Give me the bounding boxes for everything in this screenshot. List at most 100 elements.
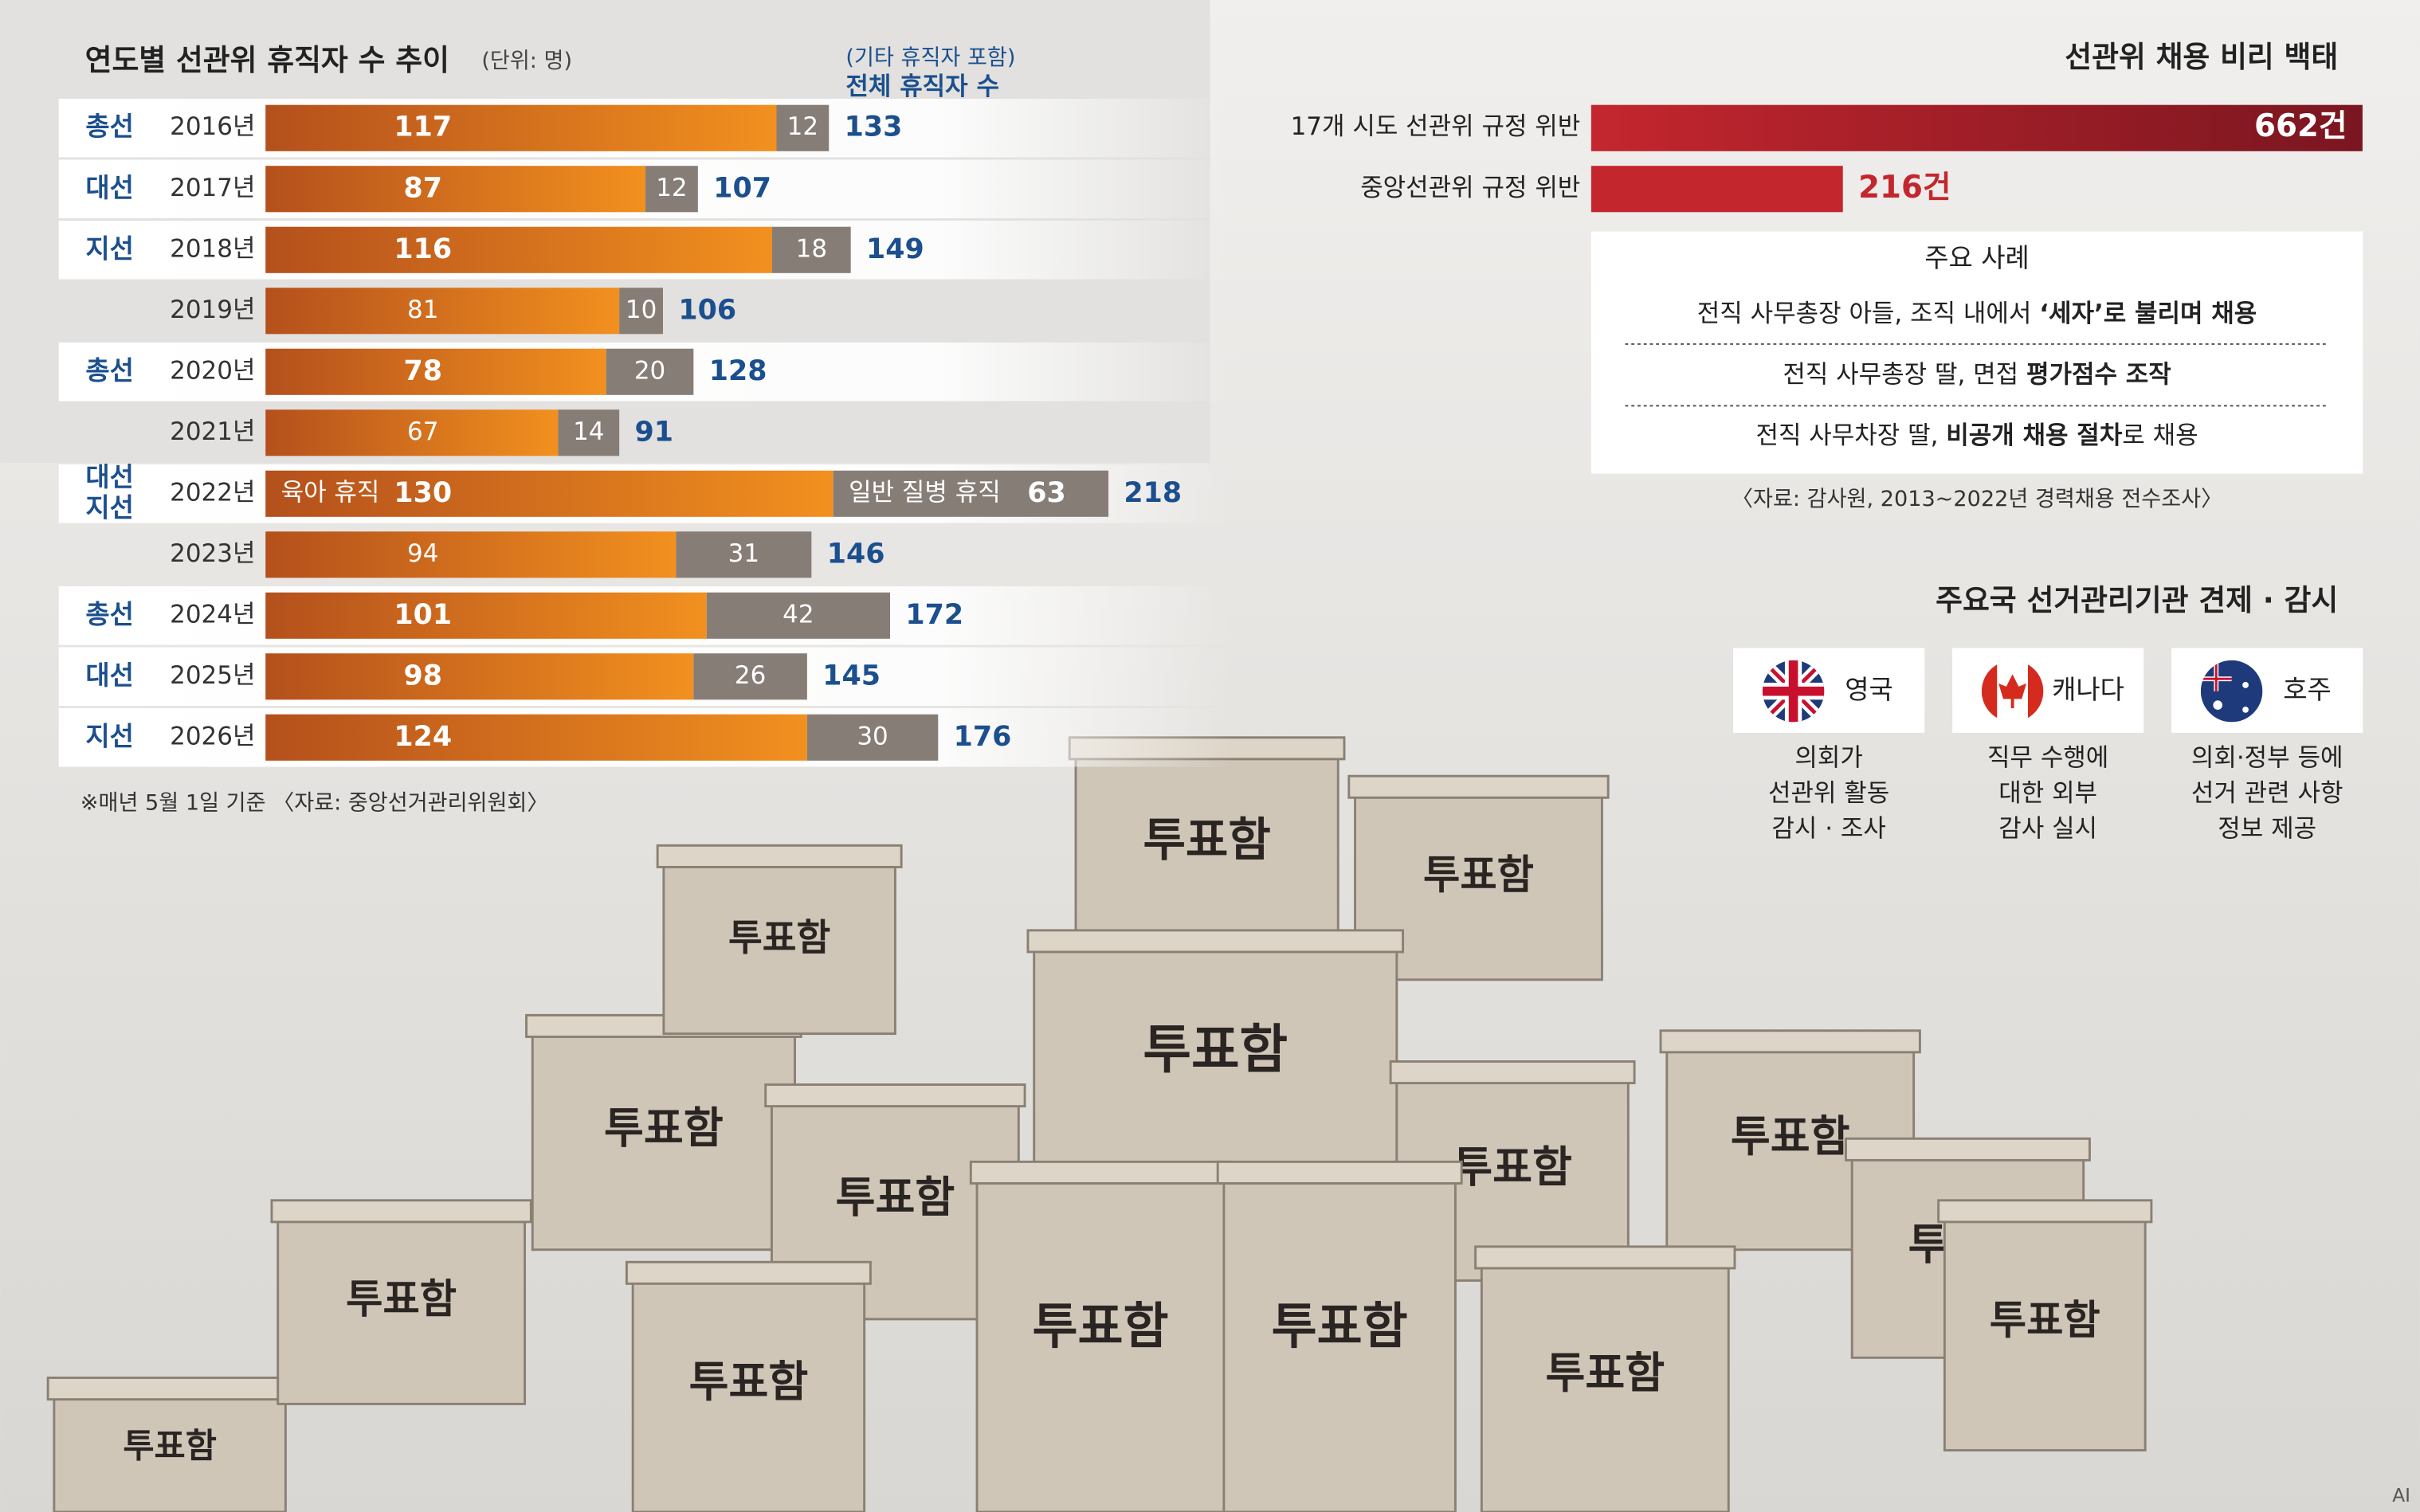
chart-title: 선관위 채용 비리 백태 [2065,40,2338,74]
country-desc: 직무 수행에 [1987,743,2108,772]
ballot-box-lid [656,844,903,868]
category-label: 17개 시도 선관위 규정 위반 [1291,112,1581,141]
ballot-box-lid [1937,1199,2153,1224]
country-name: 캐나다 [2052,674,2124,705]
value-label: 12 [787,112,818,141]
value-label: 94 [407,539,438,568]
ballot-box [1074,754,1339,950]
country-card [1733,648,1925,733]
case-item: 전직 사무총장 아들, 조직 내에서 ‘세자’로 불리며 채용 [1697,300,2257,328]
year-label: 2017년 [170,174,255,202]
hiring-chart: 선관위 채용 비리 백태 주요 사례 〈자료: 감사원, 2013~2022년 … [1291,40,2363,511]
legend-label: 일반 질병 휴직 [849,478,1001,507]
bar-segment [706,592,890,639]
total-label: 218 [1124,477,1182,509]
flag-leaf [1998,674,2027,708]
total-label: 149 [866,233,924,265]
year-label: 2016년 [170,112,255,141]
bar-segment [265,531,677,578]
value-label: 116 [394,233,452,265]
election-label: 지선 [85,720,134,751]
value-label: 662건 [2254,108,2347,144]
flag-field [2200,660,2263,723]
bar-segment [558,409,620,456]
bar [1590,104,2363,151]
year-label: 2022년 [170,478,255,507]
country-desc: 정보 제공 [2218,814,2316,843]
ballot-box-lid [1389,1060,1636,1085]
ballot-box-lid [764,1083,1026,1108]
ballot-box [531,1032,796,1252]
ballot-box [1480,1263,1730,1512]
country-desc: 의회가 [1794,743,1862,772]
bar-segment [265,409,559,456]
total-label: 146 [827,538,885,570]
country-name: 영국 [1845,674,1893,705]
bar-segment [776,104,830,151]
chart-subtitle: (단위: 명) [481,49,572,73]
total-label: 107 [713,172,771,204]
bar-segment [265,166,646,213]
ballot-box-label: 투표함 [1143,813,1270,867]
flag [1762,660,1825,723]
country-desc: 대한 외부 [1998,779,2097,808]
ballot-box-lid [1844,1137,2091,1161]
total-label: 176 [954,721,1012,753]
bar-segment [265,592,707,639]
bar-segment [772,226,851,273]
flag-union [2200,660,2232,691]
totals-note: (기타 휴직자 포함) [845,45,1015,70]
election-label: 총선 [85,598,134,629]
total-label: 145 [822,660,881,691]
country-desc: 선관위 활동 [1768,779,1889,808]
year-label: 2026년 [170,722,255,750]
value-label: 98 [404,660,443,691]
total-label: 172 [905,599,963,631]
total-label: 128 [709,355,767,387]
flag-star [2242,707,2249,713]
total-label: 133 [845,112,903,143]
bar-segment [265,104,777,151]
case-item: 전직 사무총장 딸, 면접 평가점수 조작 [1783,360,2171,389]
footnote: ※매년 5월 1일 기준 〈자료: 중앙선거관리위원회〉 [80,791,549,816]
ballot-box-lid [969,1160,1232,1185]
value-label: 30 [857,722,888,750]
case-item: 전직 사무차장 딸, 비공개 채용 절차로 채용 [1755,421,2198,450]
ballot-box-label: 투표함 [123,1427,217,1467]
bar-segment [619,288,663,335]
bar-segment [606,348,694,395]
ai-mark: AI [2392,1485,2410,1506]
ballot-box [662,863,896,1036]
election-label: 지선 [85,492,134,523]
cases-box [1590,231,2363,474]
country-desc: 의회·정부 등에 [2191,743,2344,772]
value-label: 216건 [1858,170,1951,206]
value-label: 20 [634,356,665,385]
value-label: 14 [573,417,604,446]
country-desc: 감사 실시 [1998,814,2097,843]
election-label: 대선 [85,461,134,492]
ballot-box-lid [1216,1160,1463,1185]
value-label: 78 [404,355,443,387]
value-label: 31 [728,539,759,568]
value-label: 117 [394,112,452,143]
bar-segment [265,348,606,395]
flag-star [2242,682,2249,688]
case-part: 전직 사무차장 딸, [1755,421,1946,450]
election-label: 지선 [85,233,134,264]
bar-segment [676,531,812,578]
year-label: 2025년 [170,661,255,690]
value-label: 101 [394,599,452,631]
bar-segment [265,653,694,700]
value-label: 18 [796,234,827,263]
value-label: 42 [782,600,814,629]
ballot-box-lid [46,1377,293,1401]
ballot-box-lid [1026,929,1405,954]
chart-title: 연도별 선관위 휴직자 수 추이 [85,43,449,77]
source: 〈자료: 감사원, 2013~2022년 경력채용 전수조사〉 [1732,487,2222,511]
bar-segment [806,714,939,761]
election-label: 총선 [85,354,134,386]
year-label: 2018년 [170,234,255,263]
